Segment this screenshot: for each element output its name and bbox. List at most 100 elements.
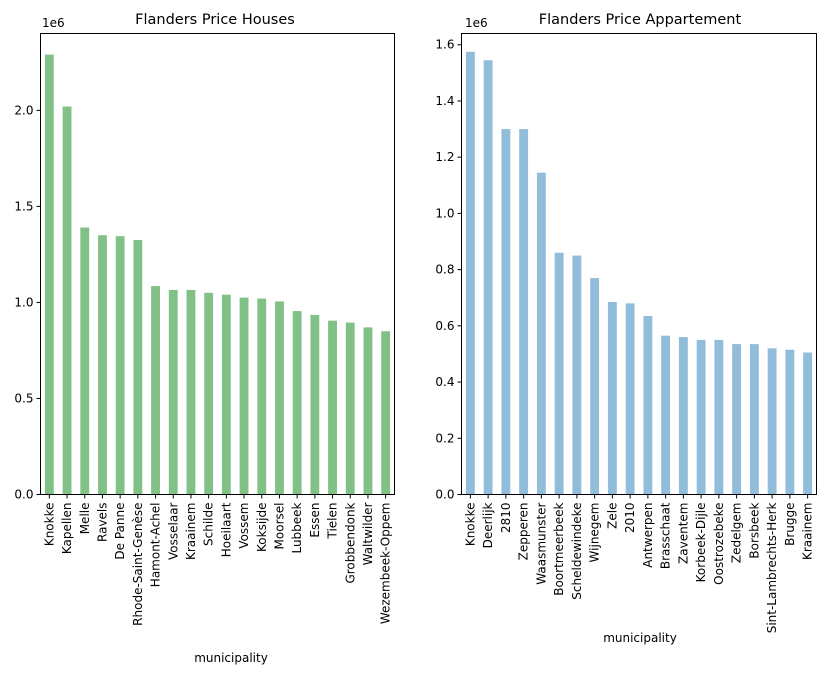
x-tick-label: Koksijde bbox=[255, 503, 269, 552]
houses-chart-title: Flanders Price Houses bbox=[135, 12, 295, 28]
y-tick-label: 0.5 bbox=[14, 391, 33, 405]
bar-kapellen bbox=[62, 106, 72, 495]
x-tick-label: Boortmeerbeek bbox=[552, 502, 566, 595]
x-tick-label: Vosselaar bbox=[166, 502, 180, 560]
bar-zaventem bbox=[678, 337, 688, 495]
y-tick-label: 1.2 bbox=[435, 150, 454, 164]
bar-vossem bbox=[239, 297, 249, 495]
x-tick-label: 2810 bbox=[499, 503, 513, 534]
bar-borsbeek bbox=[749, 344, 759, 495]
y-tick-label: 0.2 bbox=[435, 431, 454, 445]
x-tick-label: Moorsel bbox=[272, 503, 286, 550]
bar-koksijde bbox=[257, 298, 267, 495]
x-tick-label: Brugge bbox=[783, 503, 797, 546]
bar-melle bbox=[80, 227, 90, 495]
houses-plot-frame bbox=[40, 33, 395, 495]
y-tick-label: 1.0 bbox=[435, 206, 454, 220]
bar-knokke bbox=[44, 54, 54, 495]
x-tick-label: Waltwilder bbox=[361, 502, 375, 565]
bar-waltwilder bbox=[363, 327, 373, 495]
x-tick-label: Brasschaat bbox=[659, 502, 673, 569]
x-tick-label: Waasmunster bbox=[534, 502, 548, 584]
x-tick-label: Knokke bbox=[463, 503, 477, 547]
bar-ravels bbox=[98, 235, 107, 495]
houses-y-ticks: 0.0 0.5 1.0 1.5 2.0 bbox=[14, 103, 41, 502]
x-tick-label: Deerlijk bbox=[481, 502, 495, 548]
x-tick-label: Scheldewindeke bbox=[570, 503, 584, 600]
y-tick-label: 0.0 bbox=[435, 488, 454, 502]
y-tick-label: 1.0 bbox=[14, 295, 33, 309]
apartments-bars bbox=[465, 51, 813, 495]
y-tick-label: 1.4 bbox=[435, 94, 454, 108]
x-tick-label: Grobbendonk bbox=[343, 502, 357, 583]
bar-grobbendonk bbox=[345, 322, 355, 495]
bar-hoeilaart bbox=[221, 294, 231, 495]
x-tick-label: Melle bbox=[78, 503, 92, 535]
houses-chart: Flanders Price Houses 1e6 0.0 0.5 1.0 1.5 2.… bbox=[14, 12, 395, 665]
x-tick-label: Borsbeek bbox=[747, 502, 761, 558]
bar-zele bbox=[607, 301, 617, 495]
houses-scale-label: 1e6 bbox=[42, 16, 65, 30]
apartments-x-axis-label: municipality bbox=[603, 631, 677, 645]
x-tick-label: Kapellen bbox=[60, 503, 74, 555]
y-tick-label: 0.4 bbox=[435, 375, 454, 389]
bar-knokke bbox=[465, 51, 475, 495]
bar-oostrozebeke bbox=[714, 339, 724, 495]
y-tick-label: 2.0 bbox=[14, 103, 33, 117]
x-tick-label: Kraainem bbox=[801, 503, 815, 561]
bar-sint-lambrechts-herk bbox=[767, 348, 777, 495]
x-tick-label: Schilde bbox=[202, 503, 216, 547]
bar-2010 bbox=[625, 303, 635, 495]
x-tick-label: Knokke bbox=[42, 503, 56, 547]
bar-tielen bbox=[328, 320, 337, 495]
bar-rhode-saint-gen-se bbox=[133, 239, 143, 495]
x-tick-label: Zele bbox=[605, 503, 619, 529]
bar-wezembeek-oppem bbox=[381, 331, 391, 495]
y-tick-label: 0.0 bbox=[14, 488, 33, 502]
x-tick-label: Ravels bbox=[95, 503, 109, 543]
y-tick-label: 1.6 bbox=[435, 38, 454, 52]
apartments-plot-frame bbox=[461, 33, 817, 495]
x-tick-label: Korbeek-Dijle bbox=[694, 503, 708, 583]
x-tick-label: Hamont-Achel bbox=[149, 503, 163, 588]
bar-kraainem bbox=[803, 352, 813, 495]
y-tick-label: 0.6 bbox=[435, 319, 454, 333]
bar-kraainem bbox=[186, 289, 196, 495]
bar-essen bbox=[310, 314, 320, 495]
x-tick-label: Zepperen bbox=[517, 503, 531, 561]
x-tick-label: Vossem bbox=[237, 503, 251, 549]
bar-zepperen bbox=[519, 129, 529, 495]
bar-2810 bbox=[501, 129, 511, 495]
y-tick-label: 0.8 bbox=[435, 263, 454, 277]
bar-schilde bbox=[204, 292, 214, 495]
x-tick-label: Zedelgem bbox=[730, 503, 744, 564]
bar-hamont-achel bbox=[151, 286, 160, 495]
x-tick-label: Lubbeek bbox=[290, 502, 304, 553]
x-tick-label: Kraainem bbox=[184, 503, 198, 561]
bar-antwerpen bbox=[643, 316, 653, 495]
bar-scheldewindeke bbox=[572, 255, 582, 495]
x-tick-label: Zaventem bbox=[676, 503, 690, 564]
x-tick-label: De Panne bbox=[113, 503, 127, 560]
x-tick-label: Wezembeek-Oppem bbox=[379, 503, 393, 625]
x-tick-label: Wijnegem bbox=[588, 503, 602, 563]
x-tick-label: 2010 bbox=[623, 503, 637, 534]
bar-wijnegem bbox=[590, 278, 600, 495]
bar-deerlijk bbox=[483, 60, 493, 495]
bar-korbeek-dijle bbox=[696, 339, 706, 495]
apartments-y-ticks: 0.0 0.2 0.4 0.6 0.8 1.0 1.2 1.4 1.6 bbox=[435, 38, 462, 502]
x-tick-label: Oostrozebeke bbox=[712, 503, 726, 585]
bar-brasschaat bbox=[661, 335, 671, 495]
bar-waasmunster bbox=[536, 172, 546, 495]
x-tick-label: Sint-Lambrechts-Herk bbox=[765, 502, 779, 633]
x-tick-label: Antwerpen bbox=[641, 503, 655, 568]
bar-lubbeek bbox=[292, 311, 302, 495]
x-tick-label: Essen bbox=[308, 503, 322, 538]
apartments-scale-label: 1e6 bbox=[465, 16, 488, 30]
y-tick-label: 1.5 bbox=[14, 199, 33, 213]
bar-brugge bbox=[785, 349, 795, 495]
x-tick-label: Hoeilaart bbox=[219, 502, 233, 557]
apartments-chart-title: Flanders Price Appartement bbox=[539, 12, 742, 28]
x-tick-label: Tielen bbox=[326, 503, 340, 540]
x-tick-label: Rhode-Saint-Genèse bbox=[131, 503, 145, 626]
